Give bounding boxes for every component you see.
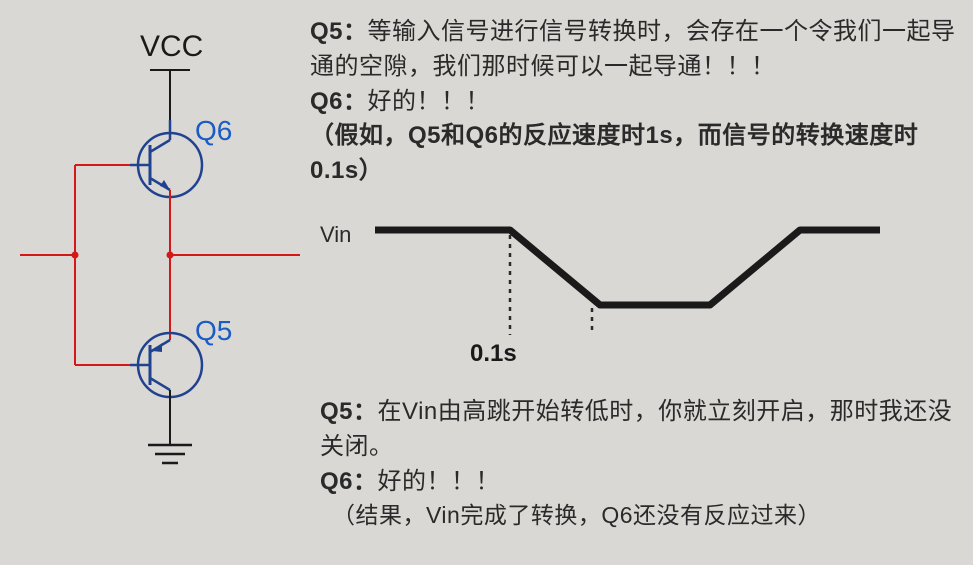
dialogue-note: （假如，Q5和Q6的反应速度时1s，而信号的转换速度时0.1s） (310, 119, 960, 189)
dialogue-text: （结果，Vin完成了转换，Q6还没有反应过来） (332, 502, 821, 528)
speaker-label: Q5： (320, 398, 378, 425)
dialogue-line: Q5：在Vin由高跳开始转低时，你就立刻开启，那时我还没关闭。 (320, 395, 960, 465)
waveform-chart: Vin 0.1s (320, 210, 880, 380)
dialogue-block-2: Q5：在Vin由高跳开始转低时，你就立刻开启，那时我还没关闭。 Q6：好的！！！… (320, 395, 960, 533)
vin-label: Vin (320, 222, 351, 248)
circuit-diagram: VCC Q6 Q5 (20, 30, 300, 510)
time-label: 0.1s (470, 340, 517, 368)
speaker-label: Q6： (310, 88, 368, 115)
dialogue-text: 在Vin由高跳开始转低时，你就立刻开启，那时我还没关闭。 (320, 398, 952, 460)
dialogue-line: Q6：好的！！！ (310, 85, 960, 120)
circuit-svg (20, 30, 300, 510)
dialogue-text: 好的！！！ (378, 468, 501, 495)
speaker-label: Q6： (320, 468, 378, 495)
q6-label: Q6 (195, 115, 232, 147)
dialogue-text: 好的！！！ (368, 88, 491, 115)
dialogue-text: （假如，Q5和Q6的反应速度时1s，而信号的转换速度时0.1s） (310, 122, 918, 184)
q5-label: Q5 (195, 315, 232, 347)
waveform-svg (320, 210, 880, 375)
dialogue-line: Q6：好的！！！ (320, 465, 960, 500)
speaker-label: Q5： (310, 18, 368, 45)
dialogue-block-1: Q5：等输入信号进行信号转换时，会存在一个令我们一起导通的空隙，我们那时候可以一… (310, 15, 960, 189)
vcc-label: VCC (140, 30, 203, 64)
dialogue-note: （结果，Vin完成了转换，Q6还没有反应过来） (320, 499, 960, 532)
dialogue-line: Q5：等输入信号进行信号转换时，会存在一个令我们一起导通的空隙，我们那时候可以一… (310, 15, 960, 85)
dialogue-text: 等输入信号进行信号转换时，会存在一个令我们一起导通的空隙，我们那时候可以一起导通… (310, 18, 956, 80)
